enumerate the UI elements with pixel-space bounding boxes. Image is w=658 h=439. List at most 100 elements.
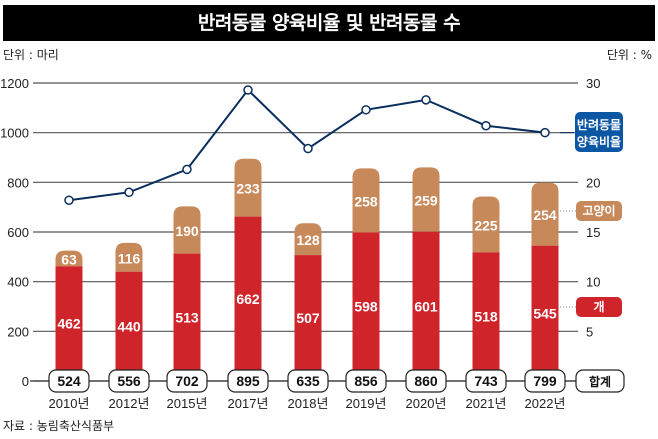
total-legend-box	[575, 369, 625, 393]
total-label: 856	[354, 373, 378, 389]
total-box	[465, 369, 507, 393]
legend-cat-label: 고양이	[582, 203, 615, 218]
left-tick-label: 1000	[0, 126, 29, 141]
bar-dog	[173, 253, 201, 381]
left-axis-unit: 단위 : 마리	[3, 48, 59, 62]
left-axis-ticks: 0 200 400 600 800 1000 1200	[0, 76, 29, 389]
bar-dog-label: 462	[57, 316, 81, 332]
total-label: 799	[533, 373, 557, 389]
left-tick-label: 800	[7, 175, 29, 190]
total-legend-label: 합계	[589, 374, 611, 389]
bar-dog	[472, 252, 500, 381]
right-tick-label: 15	[586, 225, 600, 240]
total-label: 556	[117, 373, 141, 389]
rate-point	[540, 127, 550, 138]
rate-point	[361, 105, 371, 115]
bar-cat	[115, 242, 143, 272]
legend-dog-box	[576, 297, 622, 317]
rate-point	[64, 195, 74, 205]
x-tick-label: 2018년	[288, 396, 329, 411]
x-tick-label: 2012년	[109, 396, 150, 411]
total-box	[524, 369, 566, 393]
bar-cat-label: 254	[533, 207, 557, 223]
rate-point	[481, 120, 491, 131]
left-tick-label: 1200	[0, 76, 29, 91]
total-label: 635	[296, 373, 320, 389]
legend-rate-label-line2: 양육비율	[577, 134, 621, 149]
x-tick-label: 2015년	[167, 396, 208, 411]
total-label: 895	[236, 373, 260, 389]
legend-dog-label: 개	[593, 300, 604, 314]
bar-dog	[352, 232, 380, 381]
bar-dog-label: 601	[414, 298, 438, 314]
bar-dog	[294, 255, 322, 381]
bar-cat	[412, 167, 440, 232]
bar-dog-label: 440	[117, 318, 141, 334]
bar-dog-label: 507	[296, 310, 320, 326]
x-tick-label: 2010년	[49, 396, 90, 411]
x-tick-label: 2017년	[228, 396, 269, 411]
bar-dog-label: 513	[175, 309, 199, 325]
bar-cat	[352, 168, 380, 233]
total-box	[108, 369, 150, 393]
bar-cat-label: 63	[61, 251, 77, 267]
x-tick-label: 2020년	[406, 396, 447, 411]
total-label: 702	[175, 373, 199, 389]
totals-row: 524 556 702 895 635 856 860 743 799 합계	[30, 369, 625, 393]
rate-line	[64, 85, 550, 205]
bar-cat-label: 225	[474, 217, 498, 233]
bar-cat-label: 259	[414, 193, 438, 209]
total-box	[166, 369, 208, 393]
bar-cat-label: 233	[236, 181, 260, 197]
x-tick-label: 2022년	[525, 396, 566, 411]
source-note: 자료 : 농림축산식품부	[3, 419, 115, 433]
rate-point	[243, 85, 253, 95]
bar-dog	[531, 245, 559, 381]
rate-point	[421, 95, 431, 105]
bar-dog-label: 545	[533, 305, 557, 321]
bar-cat	[531, 182, 559, 246]
bar-cat-label: 116	[118, 250, 141, 266]
bar-cat	[173, 206, 201, 254]
total-box	[48, 369, 90, 393]
total-label: 860	[414, 373, 438, 389]
bar-dog	[234, 216, 262, 381]
total-label: 524	[57, 373, 81, 389]
rate-point	[303, 143, 313, 154]
right-axis-unit: 단위 : %	[606, 48, 652, 62]
bar-cat	[55, 250, 83, 267]
chart-title: 반려동물 양육비율 및 반려동물 수	[3, 5, 655, 41]
x-tick-label: 2021년	[466, 396, 507, 411]
left-tick-label: 600	[7, 225, 29, 240]
total-box	[287, 369, 329, 393]
bar-dog-label: 518	[474, 309, 498, 325]
total-box	[227, 369, 269, 393]
bars: 462 63 440 116 513 190 662 233 507 128 598 258 601 25…	[55, 158, 559, 381]
total-box	[345, 369, 387, 393]
legend-rate-label-line1: 반려동물	[577, 117, 621, 132]
bar-cat-label: 258	[354, 193, 378, 209]
bar-cat-label: 128	[296, 232, 320, 248]
bar-dog	[55, 266, 83, 381]
bar-dog-label: 598	[354, 299, 378, 315]
bar-cat	[234, 158, 262, 217]
total-box	[405, 369, 447, 393]
bar-cat-label: 190	[175, 223, 199, 239]
bar-dog	[412, 231, 440, 381]
x-axis-labels: 2010년 2012년 2015년 2017년 2018년 2019년 2020년 2021년…	[49, 396, 566, 411]
total-label: 743	[474, 373, 498, 389]
right-tick-label: 30	[586, 76, 600, 91]
rate-point	[182, 164, 192, 175]
right-tick-label: 10	[586, 275, 600, 290]
x-tick-label: 2019년	[346, 396, 387, 411]
rate-point	[124, 187, 134, 198]
bar-dog-label: 662	[236, 291, 260, 307]
legend-cat-box	[576, 201, 622, 221]
legend-rate-box	[575, 112, 623, 152]
bar-cat	[472, 196, 500, 253]
right-tick-label: 20	[586, 175, 600, 190]
left-tick-label: 200	[7, 324, 29, 339]
left-tick-label: 0	[22, 374, 29, 389]
bar-dog	[115, 271, 143, 381]
